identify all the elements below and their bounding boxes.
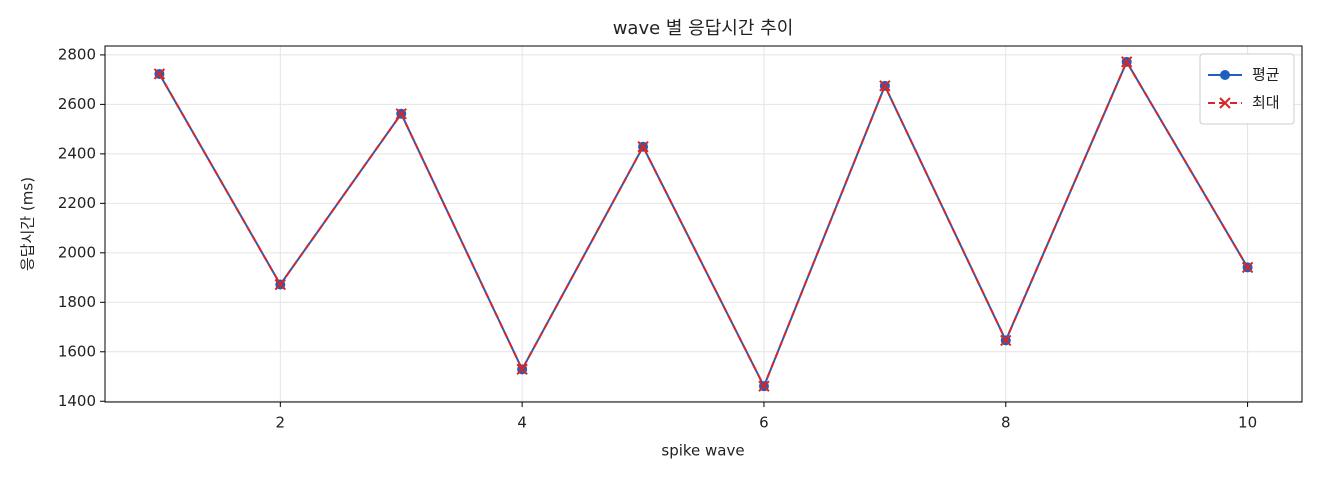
data-point: [274, 278, 287, 291]
data-point: [1120, 56, 1133, 68]
legend-box: [1199, 53, 1295, 125]
y-tick-label: 2200: [58, 194, 96, 212]
series-line: [158, 59, 1249, 389]
data-point: [758, 380, 770, 392]
x-tick-label: 8: [1001, 414, 1011, 432]
y-tick-label: 2800: [58, 45, 96, 63]
y-tick-label: 2000: [58, 243, 96, 261]
y-tick-label: 2600: [58, 95, 96, 113]
x-tick-label: 6: [759, 414, 769, 432]
data-point: [879, 80, 891, 92]
legend-marker: [1219, 97, 1231, 109]
data-point: [516, 363, 528, 376]
legend-marker: [1220, 70, 1230, 80]
chart-title: wave 별 응답시간 추이: [613, 18, 794, 39]
x-tick-label: 10: [1238, 414, 1257, 432]
legend-label: 평균: [1252, 66, 1280, 84]
data-point: [1000, 334, 1012, 347]
x-tick-label: 4: [517, 414, 527, 432]
data-point: [1241, 261, 1254, 274]
plot-frame: [104, 45, 1303, 403]
y-tick-label: 1800: [58, 293, 96, 311]
y-tick-label: 1400: [58, 392, 96, 410]
data-point: [153, 68, 166, 80]
x-tick-label: 2: [276, 414, 286, 432]
y-tick-label: 2400: [58, 144, 96, 162]
series-line: [158, 59, 1249, 389]
x-axis-label: spike wave: [661, 442, 744, 460]
y-tick-label: 1600: [58, 342, 96, 360]
legend-label: 최대: [1252, 94, 1280, 112]
data-point: [395, 108, 407, 120]
data-point: [637, 140, 649, 153]
y-axis-label: 응답시간 (ms): [19, 177, 37, 271]
